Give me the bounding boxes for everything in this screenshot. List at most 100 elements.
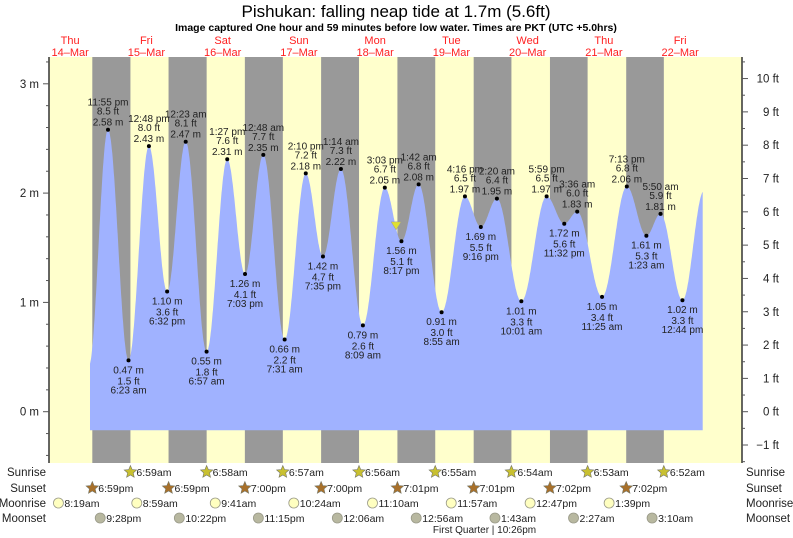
moonset-icon — [94, 512, 106, 524]
moonrise-row-label-left: Moonrise — [0, 498, 46, 510]
extreme-height-m: 2.22 m — [326, 157, 357, 168]
moonrise-icon — [209, 497, 221, 509]
extreme-point — [303, 171, 308, 176]
sunset-time: 7:00pm — [251, 483, 286, 495]
moonrise-time: 8:19am — [64, 498, 99, 510]
extreme-point — [243, 271, 248, 276]
sunset-icon — [390, 480, 405, 494]
moonset-icon — [568, 512, 579, 524]
moonrise-icon — [367, 497, 378, 509]
moonset-time: 2:27am — [580, 513, 615, 525]
extreme-time: 3:36 am — [559, 180, 595, 191]
day-label-date: 20–Mar — [509, 47, 547, 59]
extreme-point — [338, 167, 343, 172]
extreme-height-m: 1.10 m — [152, 296, 183, 307]
extreme-height-ft: 3.4 ft — [591, 313, 613, 324]
extreme-height-m: 1.95 m — [482, 187, 513, 198]
extreme-time: 11:25 am — [582, 322, 623, 333]
day-label-dow: Fri — [140, 35, 153, 47]
extreme-point — [165, 289, 170, 294]
extreme-point — [183, 139, 188, 144]
moonset-time: 12:56am — [422, 513, 463, 525]
day-label-date: 18–Mar — [356, 47, 394, 59]
extreme-height-m: 1.97 m — [450, 184, 481, 195]
day-label-dow: Sun — [289, 35, 309, 47]
right-axis-tick-label: 1 ft — [763, 373, 780, 385]
sunset-icon — [543, 480, 557, 494]
sunrise-time: 6:53am — [594, 467, 629, 479]
extreme-height-m: 1.83 m — [562, 200, 593, 211]
extreme-height-ft: 6.5 ft — [535, 173, 557, 184]
extreme-time: 11:55 pm — [88, 98, 129, 109]
sunset-icon — [161, 480, 176, 494]
extreme-time: 6:32 pm — [149, 316, 185, 327]
astronomy-rows: Sunrise Sunrise 6:59am 6:58am 6:57am 6:56am 6:… — [0, 464, 793, 536]
right-axis-tick-label: 7 ft — [763, 173, 780, 185]
extreme-height-ft: 5.9 ft — [649, 191, 671, 202]
extreme-height-ft: 6.7 ft — [374, 165, 396, 176]
day-label-dow: Wed — [516, 35, 538, 47]
extreme-height-m: 2.43 m — [134, 134, 165, 145]
extreme-height-m: 1.61 m — [631, 241, 662, 252]
right-axis-tick-label: 8 ft — [763, 140, 780, 152]
moonrise-icon — [445, 497, 457, 509]
day-label-dow: Thu — [594, 35, 613, 47]
sunset-icon — [619, 480, 634, 494]
extreme-time: 5:59 pm — [529, 164, 565, 175]
moonrise-time: 12:47pm — [536, 498, 577, 510]
extreme-height-m: 2.05 m — [370, 176, 401, 187]
left-axis-tick-label: 3 m — [20, 79, 39, 91]
extreme-height-m: 2.47 m — [170, 130, 201, 141]
moonrise-time: 10:24am — [300, 498, 341, 510]
sunrise-icon — [428, 464, 443, 478]
sunset-icon — [314, 480, 329, 494]
extreme-height-m: 1.81 m — [645, 202, 676, 213]
extreme-point — [382, 185, 387, 190]
sunrise-row-label-left: Sunrise — [7, 467, 46, 479]
sunset-time: 7:00pm — [327, 483, 362, 495]
left-axis-tick-label: 2 m — [20, 188, 39, 200]
moonrise-icon — [288, 497, 300, 509]
moonrise-icon — [131, 497, 143, 509]
moonrise-time: 1:39pm — [615, 498, 650, 510]
sunrise-time: 6:54am — [517, 467, 552, 479]
extreme-point — [624, 184, 629, 189]
moonset-row-label-left: Moonset — [2, 513, 47, 525]
extreme-point — [562, 221, 567, 226]
extreme-point — [600, 294, 605, 299]
moonset-time: 1:43am — [501, 513, 536, 525]
day-label-dow: Tue — [442, 35, 461, 47]
extreme-height-m: 1.97 m — [531, 184, 562, 195]
moonrise-time: 8:59am — [143, 498, 178, 510]
moonset-time: 9:28pm — [106, 513, 141, 525]
extreme-height-ft: 7.3 ft — [330, 146, 352, 157]
right-axis-tick-label: 5 ft — [763, 240, 780, 252]
day-label-date: 19–Mar — [433, 47, 471, 59]
sunrise-icon — [199, 464, 214, 478]
extreme-height-ft: 4.1 ft — [234, 290, 256, 301]
sunset-icon — [237, 480, 252, 494]
moonset-icon — [410, 512, 422, 524]
day-label-date: 22–Mar — [661, 47, 699, 59]
sunset-row-label-right: Sunset — [746, 483, 783, 495]
moonset-icon — [173, 512, 185, 524]
extreme-height-m: 1.01 m — [506, 306, 537, 317]
extreme-time: 7:31 am — [267, 365, 303, 376]
extreme-height-m: 0.66 m — [269, 345, 300, 356]
extreme-height-ft: 2.6 ft — [352, 341, 374, 352]
sunrise-time: 6:58am — [213, 467, 248, 479]
sunrise-row-label-right: Sunrise — [746, 467, 785, 479]
moonset-time: 10:22pm — [185, 513, 226, 525]
moonset-row-label-right: Moonset — [746, 513, 791, 525]
right-axis-tick-label: 0 ft — [763, 407, 780, 419]
extreme-height-m: 1.02 m — [667, 305, 698, 316]
day-label-date: 16–Mar — [204, 47, 242, 59]
extreme-point — [439, 310, 444, 315]
extreme-time: 12:44 pm — [662, 325, 704, 336]
right-axis-tick-label: 10 ft — [757, 74, 780, 86]
sunrise-icon — [123, 464, 138, 478]
sunset-time: 6:59pm — [98, 483, 133, 495]
sunset-time: 7:02pm — [556, 483, 591, 495]
sunrise-icon — [580, 464, 595, 478]
extreme-height-ft: 1.8 ft — [195, 368, 217, 379]
